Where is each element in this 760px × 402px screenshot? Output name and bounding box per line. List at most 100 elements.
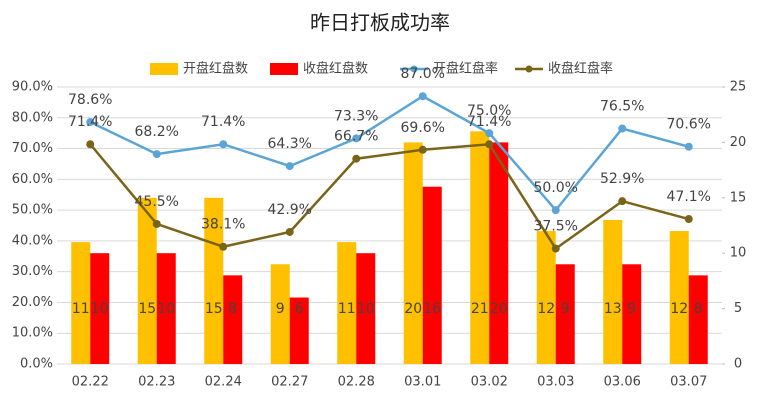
bar [356, 253, 376, 364]
line-marker [86, 140, 95, 149]
line-marker [418, 145, 427, 154]
line-value-label: 87.0% [401, 66, 445, 82]
bar [71, 242, 91, 364]
x-tick-label: 03.02 [471, 375, 508, 390]
line-value-label: 38.1% [201, 217, 245, 233]
line-marker [551, 206, 560, 215]
line-value-label: 50.0% [534, 180, 578, 196]
bar-value-label: 13 [604, 301, 622, 317]
y-tick-label: 60.0% [12, 172, 53, 187]
line-marker [86, 118, 95, 127]
line-value-label: 71.4% [201, 114, 245, 130]
bar-value-label: 6 [295, 301, 304, 317]
bar-value-label: 8 [228, 301, 237, 317]
x-tick-label: 02.28 [338, 375, 375, 390]
legend-label: 收盘红盘率 [548, 61, 613, 77]
line-value-label: 66.7% [334, 129, 378, 145]
bar-value-label: 15 [138, 301, 156, 317]
y-tick-label: 20.0% [12, 295, 53, 310]
y-tick-label: 40.0% [12, 233, 53, 248]
y2-tick-label: 20 [730, 135, 747, 150]
y2-tick-label: 15 [730, 190, 747, 205]
bar-value-label: 12 [537, 301, 555, 317]
y-tick-label: 10.0% [12, 326, 53, 341]
line-value-label: 76.5% [600, 99, 644, 115]
bar [223, 275, 243, 364]
line-value-label: 71.4% [467, 114, 511, 130]
bar-value-label: 20 [404, 301, 422, 317]
bar-value-label: 16 [423, 301, 441, 317]
line-marker [352, 154, 361, 163]
bar-value-label: 20 [490, 301, 508, 317]
y2-tick-label: 25 [730, 80, 747, 95]
x-tick-label: 03.07 [670, 375, 707, 390]
line-marker [152, 219, 161, 228]
bar [90, 253, 110, 364]
bar-value-label: 11 [338, 301, 356, 317]
line-value-label: 73.3% [334, 108, 378, 124]
x-tick-label: 02.24 [205, 375, 242, 390]
legend-label: 开盘红盘率 [433, 61, 498, 77]
x-tick-label: 02.27 [271, 375, 308, 390]
bar [688, 275, 708, 364]
x-tick-label: 03.06 [604, 375, 641, 390]
line-marker [285, 227, 294, 236]
y2-tick-label: 10 [730, 246, 747, 261]
line-marker [219, 140, 228, 149]
line-value-label: 42.9% [268, 202, 312, 218]
bar [669, 231, 689, 364]
y-tick-label: 70.0% [12, 141, 53, 156]
y-tick-label: 30.0% [12, 264, 53, 279]
legend-swatch [270, 63, 298, 75]
legend-label: 收盘红盘数 [303, 61, 368, 77]
bar-value-label: 11 [72, 301, 90, 317]
bar-value-label: 10 [357, 301, 375, 317]
bar [204, 197, 224, 364]
bar-value-label: 12 [670, 301, 688, 317]
line-marker [618, 197, 627, 206]
line-value-label: 70.6% [667, 117, 711, 133]
bar [489, 142, 509, 364]
chart-title: 昨日打板成功率 [310, 11, 450, 35]
line-value-label: 45.5% [135, 194, 179, 210]
line-value-label: 69.6% [401, 120, 445, 136]
y2-tick-label: 0 [734, 357, 742, 372]
bar [555, 264, 575, 364]
line-value-label: 37.5% [534, 219, 578, 235]
bar-value-label: 15 [205, 301, 223, 317]
line-value-label: 71.4% [68, 114, 112, 130]
line-value-label: 68.2% [135, 124, 179, 140]
line-marker [352, 134, 361, 143]
bar [603, 219, 623, 364]
bar-value-label: 9 [561, 301, 570, 317]
line-value-label: 75.0% [467, 103, 511, 119]
bar [337, 242, 357, 364]
line-marker [485, 140, 494, 149]
line-marker [219, 242, 228, 251]
y-tick-label: 80.0% [12, 110, 53, 125]
bar-value-label: 8 [694, 301, 703, 317]
bar-value-label: 10 [91, 301, 109, 317]
x-tick-label: 03.03 [537, 375, 574, 390]
line-series [89, 94, 690, 213]
line-value-label: 47.1% [667, 189, 711, 205]
bar-value-label: 10 [157, 301, 175, 317]
bar [156, 253, 176, 364]
bar [536, 231, 556, 364]
line-marker [418, 92, 427, 101]
bar [403, 142, 423, 364]
bar [470, 131, 490, 364]
line-value-label: 78.6% [68, 92, 112, 108]
line-marker [684, 215, 693, 224]
bar [137, 197, 157, 364]
y-tick-label: 50.0% [12, 203, 53, 218]
bar-value-label: 9 [627, 301, 636, 317]
line-marker [285, 162, 294, 171]
line-marker [551, 244, 560, 253]
bar-value-label: 9 [276, 301, 285, 317]
y2-tick-label: 5 [734, 301, 742, 316]
legend-swatch [150, 63, 178, 75]
legend-marker [525, 65, 533, 73]
line-marker [485, 129, 494, 138]
